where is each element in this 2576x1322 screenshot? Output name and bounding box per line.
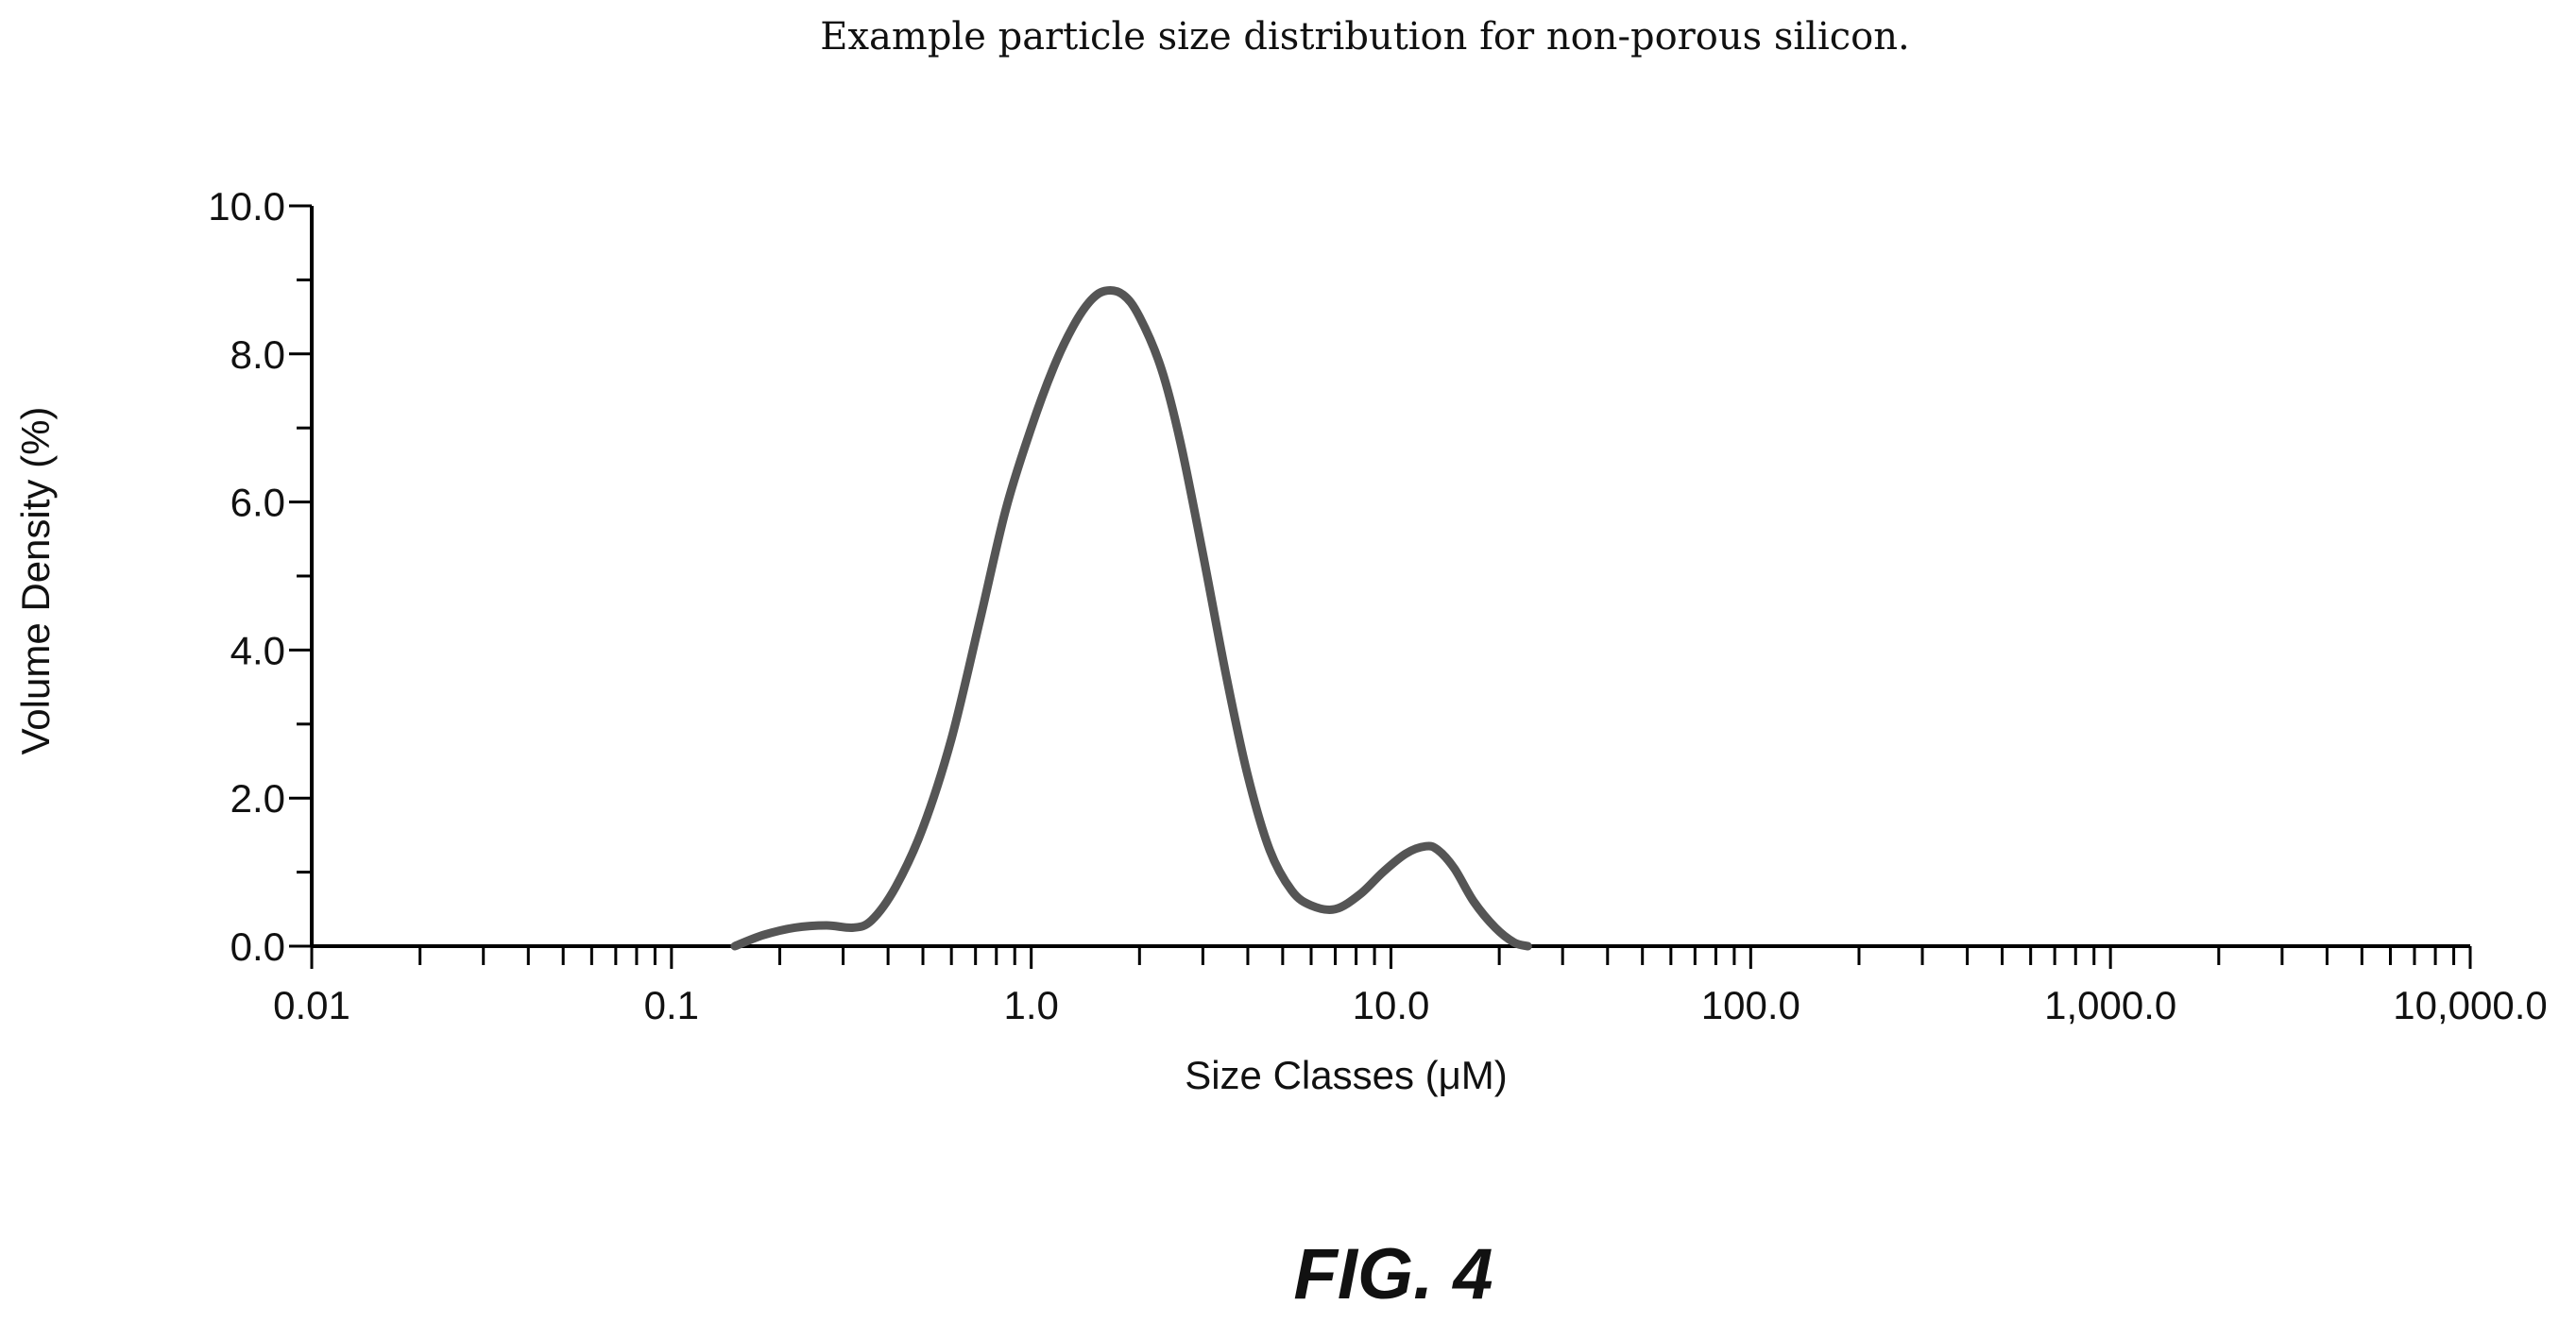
y-axis-ticks	[289, 204, 312, 948]
x-tick-label: 1,000.0	[2044, 983, 2176, 1027]
y-axis-tick-labels: 0.0 2.0 4.0 6.0 8.0 10.0	[208, 184, 285, 969]
x-tick-label: 10.0	[1353, 983, 1430, 1027]
y-tick-label: 6.0	[230, 481, 285, 525]
series-line	[730, 286, 1532, 951]
x-tick-label: 0.1	[644, 983, 699, 1027]
chart-title: Example particle size distribution for n…	[820, 15, 1909, 59]
y-tick-label: 8.0	[230, 332, 285, 377]
y-axis-label: Volume Density (%)	[13, 407, 58, 755]
x-tick-label: 0.01	[273, 983, 350, 1027]
x-axis-label: Size Classes (μM)	[1185, 1053, 1508, 1097]
y-tick-label: 0.0	[230, 924, 285, 969]
x-tick-label: 100.0	[1701, 983, 1800, 1027]
x-tick-label: 10,000.0	[2393, 983, 2548, 1027]
x-axis-tick-labels: 0.01 0.1 1.0 10.0 100.0 1,000.0 10,000.0	[273, 983, 2548, 1027]
y-tick-label: 10.0	[208, 184, 285, 229]
figure-label: FIG. 4	[1293, 1234, 1493, 1314]
axes	[310, 206, 2470, 948]
y-tick-label: 4.0	[230, 628, 285, 672]
x-tick-label: 1.0	[1003, 983, 1058, 1027]
x-axis-ticks	[310, 946, 2472, 969]
y-tick-label: 2.0	[230, 776, 285, 821]
